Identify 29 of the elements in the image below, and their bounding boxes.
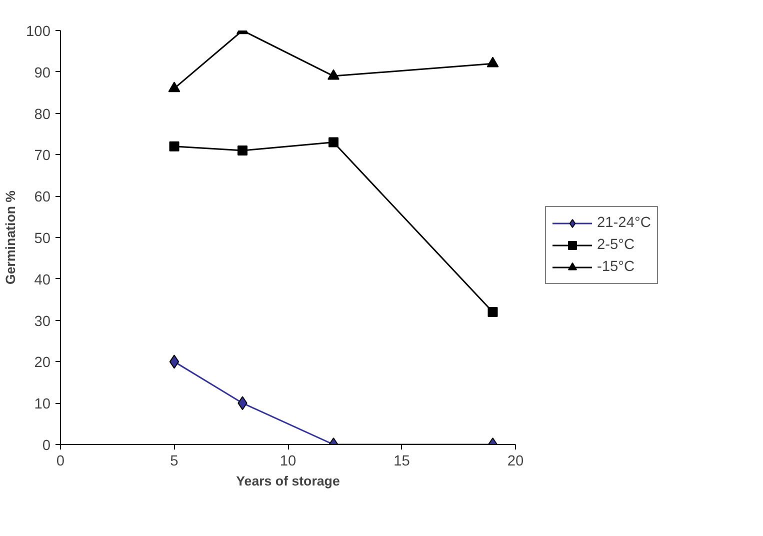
point: [169, 354, 180, 369]
x-tick-label: 20: [507, 454, 524, 470]
y-tick-label: 80: [34, 106, 51, 123]
y-axis-title: Germination %: [3, 190, 18, 285]
x-tick-label: 5: [170, 454, 178, 470]
y-tick-label: 10: [34, 396, 51, 413]
point: [328, 137, 338, 148]
point: [328, 69, 340, 80]
y-tick-label: 60: [34, 190, 51, 206]
y-tick-label: 0: [42, 438, 51, 454]
x-tick-label: 10: [280, 454, 296, 470]
point: [238, 146, 248, 156]
point: [168, 82, 180, 92]
y-tick-label: 40: [34, 272, 51, 288]
point: [169, 141, 180, 152]
legend-label: 2-5°C: [597, 237, 635, 253]
legend-label: -15°C: [597, 259, 635, 275]
point: [486, 56, 499, 68]
x-tick-label: 0: [56, 454, 65, 470]
y-tick-label: 100: [26, 24, 51, 40]
y-tick-label: 50: [34, 231, 51, 247]
x-axis-title: Years of storage: [236, 474, 340, 488]
legend-label: 21-24°C: [597, 215, 651, 231]
y-tick-label: 20: [34, 355, 51, 372]
point: [488, 307, 498, 318]
y-tick-label: 30: [34, 314, 51, 330]
y-tick-label: 90: [34, 65, 51, 82]
x-tick-label: 15: [394, 454, 410, 470]
y-tick-label: 70: [34, 148, 51, 164]
